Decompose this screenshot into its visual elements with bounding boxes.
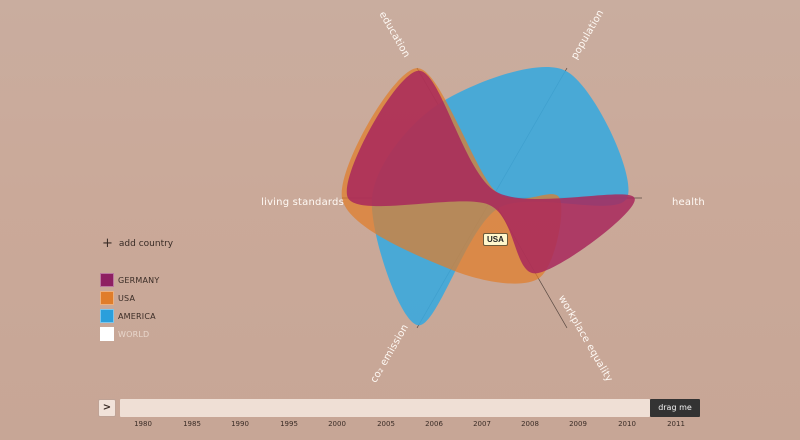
year-label[interactable]: 1980	[134, 420, 152, 428]
legend-swatch	[100, 273, 114, 287]
legend-label: WORLD	[118, 329, 150, 339]
axis-label-population: population	[569, 8, 606, 61]
axis-label-co2-emission: co₂ emission	[369, 323, 411, 385]
legend-label: USA	[118, 293, 136, 303]
radar-chart: education population health workplace equal…	[261, 8, 705, 385]
legend-label: GERMANY	[118, 275, 160, 285]
axis-label-health: health	[672, 197, 705, 208]
legend-swatch	[100, 291, 114, 305]
legend-item-world[interactable]: WORLD	[100, 325, 159, 343]
legend-item-america[interactable]: AMERICA	[100, 307, 159, 325]
year-label[interactable]: 2000	[328, 420, 346, 428]
legend-swatch	[100, 309, 114, 323]
legend-item-germany[interactable]: GERMANY	[100, 271, 159, 289]
year-label[interactable]: 1990	[231, 420, 249, 428]
year-label[interactable]: 2011	[667, 420, 685, 428]
add-country-button[interactable]: + add country	[102, 236, 174, 251]
play-button[interactable]: >	[98, 399, 116, 417]
year-label[interactable]: 1995	[280, 420, 298, 428]
axis-label-living-standards: living standards	[261, 197, 344, 208]
legend-label: AMERICA	[118, 311, 156, 321]
axis-label-education: education	[377, 10, 412, 60]
timeline-years: 1980 1985 1990 1995 2000 2005 2006 2007 …	[0, 420, 800, 432]
country-legend: GERMANY USA AMERICA WORLD	[100, 271, 159, 343]
plus-icon: +	[102, 236, 113, 251]
add-country-label: add country	[118, 239, 174, 249]
country-tooltip: USA	[483, 233, 508, 246]
legend-item-usa[interactable]: USA	[100, 289, 159, 307]
axis-label-workplace-equality: workplace equality	[556, 293, 615, 384]
radar-series-germany[interactable]	[346, 70, 635, 274]
timeline-slider: > drag me	[98, 399, 700, 418]
year-label[interactable]: 1985	[183, 420, 201, 428]
year-label[interactable]: 2008	[521, 420, 539, 428]
timeline-track[interactable]	[120, 399, 650, 417]
year-label[interactable]: 2009	[569, 420, 587, 428]
year-label[interactable]: 2006	[425, 420, 443, 428]
year-label[interactable]: 2005	[377, 420, 395, 428]
radar-series	[341, 66, 635, 326]
year-label[interactable]: 2007	[473, 420, 491, 428]
year-label[interactable]: 2010	[618, 420, 636, 428]
timeline-drag-handle[interactable]: drag me	[650, 399, 700, 417]
legend-swatch	[100, 327, 114, 341]
